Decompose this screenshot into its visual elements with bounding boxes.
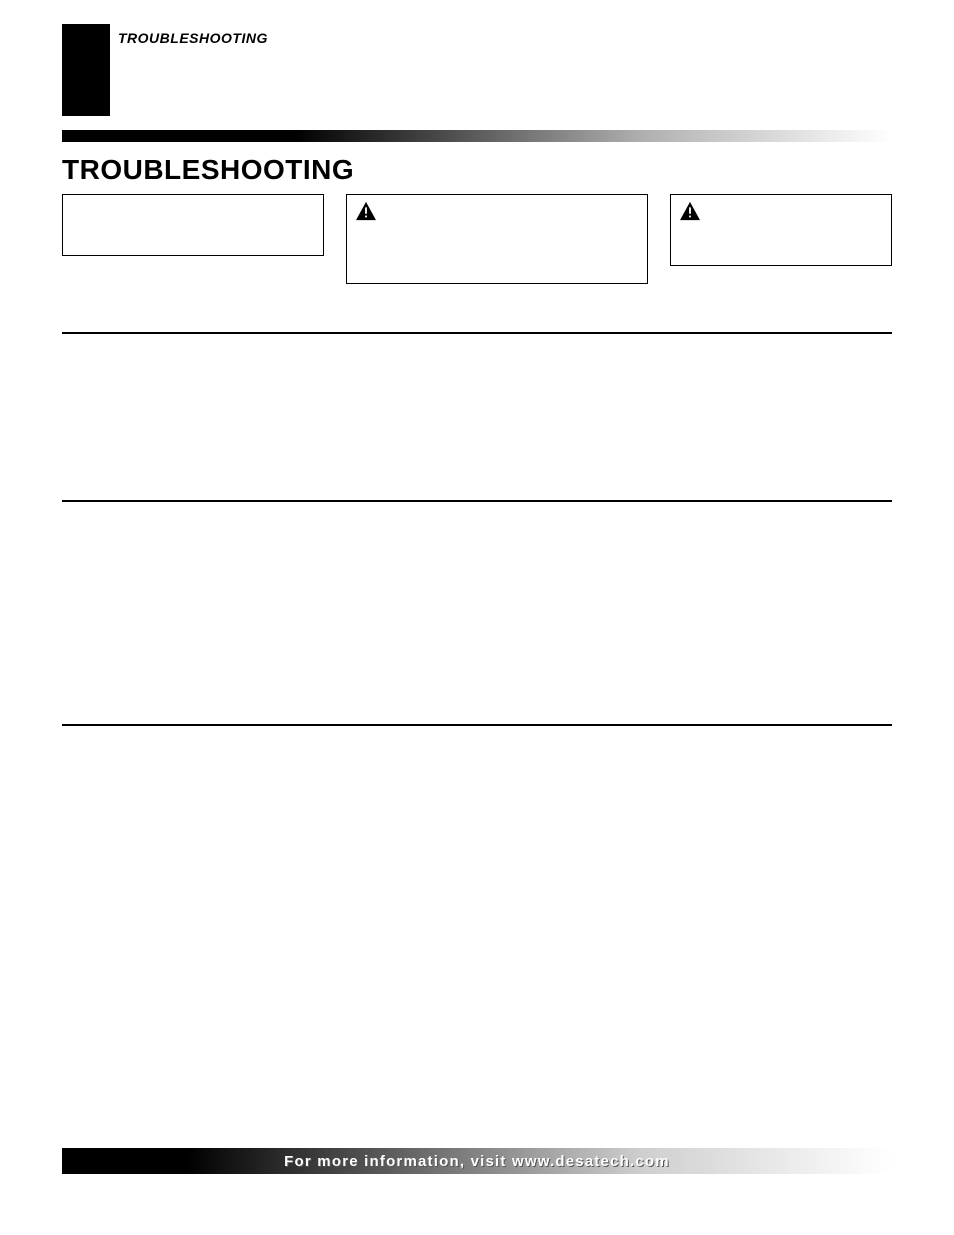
- running-head: TROUBLESHOOTING: [118, 30, 268, 46]
- page: TROUBLESHOOTING TROUBLESHOOTING For more…: [0, 0, 954, 1235]
- side-tab-block: [62, 24, 110, 116]
- callout-box-1: [62, 194, 324, 256]
- footer-gradient-bar: For more information, visit www.desatech…: [62, 1148, 892, 1174]
- warning-triangle-icon: [679, 201, 701, 221]
- page-title: TROUBLESHOOTING: [62, 154, 354, 186]
- callout-box-2: [346, 194, 648, 284]
- horizontal-rule: [62, 332, 892, 334]
- footer-text: For more information, visit www.desatech…: [284, 1153, 670, 1170]
- gradient-divider-top: [62, 130, 892, 142]
- callout-box-3: [670, 194, 892, 266]
- horizontal-rule: [62, 724, 892, 726]
- warning-triangle-icon: [355, 201, 377, 221]
- horizontal-rule: [62, 500, 892, 502]
